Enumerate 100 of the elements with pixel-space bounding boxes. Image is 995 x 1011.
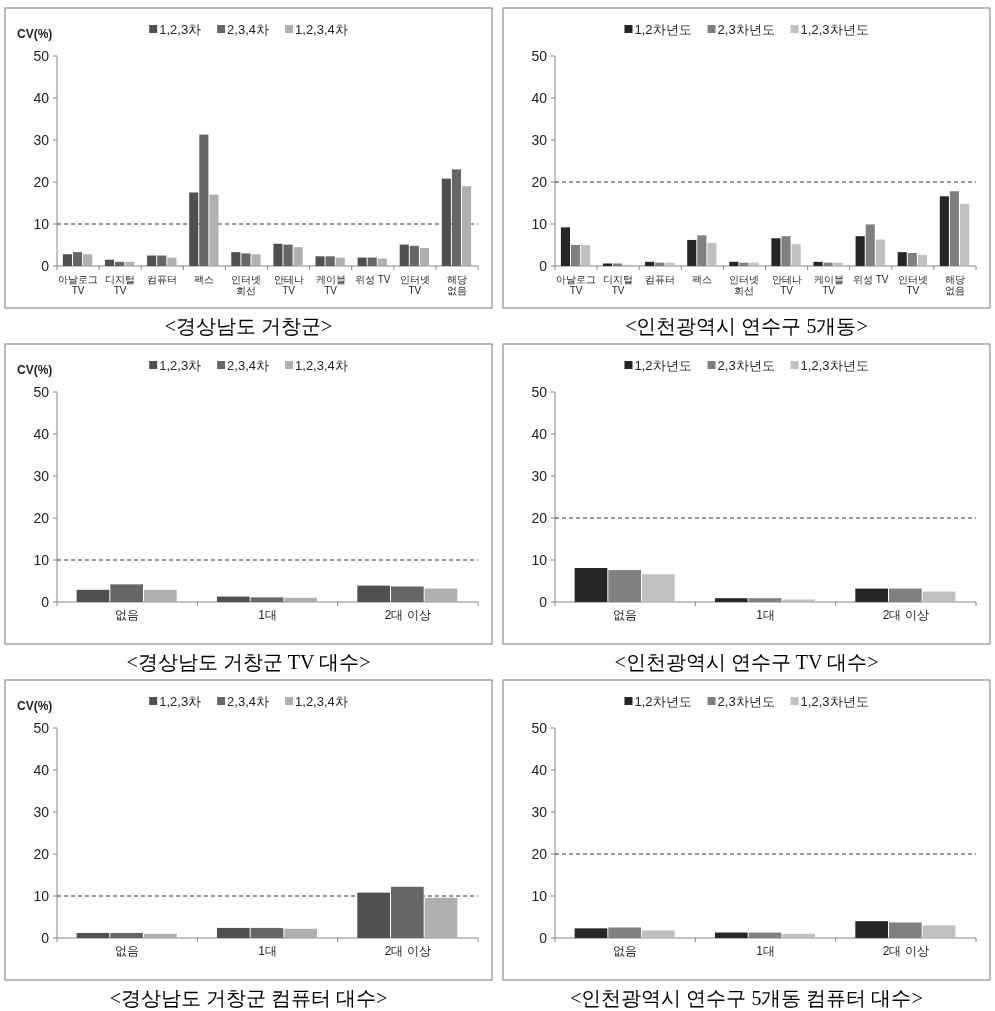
bar: [250, 927, 284, 938]
y-tick-label: 30: [33, 804, 50, 820]
y-tick-label: 20: [531, 510, 548, 526]
bar: [110, 932, 144, 938]
bar: [62, 254, 72, 266]
bar: [144, 933, 177, 938]
bar: [791, 244, 801, 266]
bar: [283, 244, 293, 266]
x-tick-label: 케이블TV: [813, 274, 844, 296]
bar: [771, 238, 781, 266]
text: <인천광역시 연수구 5개동>: [625, 315, 868, 337]
bar: [325, 256, 335, 266]
x-tick-label: 2대 이상: [882, 944, 929, 958]
y-tick-label: 0: [41, 258, 50, 274]
x-tick-label: 1대: [258, 608, 277, 622]
legend-label: 1,2차년도: [634, 22, 692, 37]
legend-label: 1,2,3차: [159, 694, 202, 709]
bar: [189, 192, 199, 266]
x-tick-label: 인터넷회선: [729, 274, 760, 296]
y-tick-label: 10: [531, 216, 548, 232]
x-tick-label: 컴퓨터: [645, 274, 676, 285]
bar: [729, 261, 739, 266]
x-tick-label: 케이블TV: [315, 274, 346, 296]
x-tick-label: 아날로그TV: [58, 274, 99, 296]
legend-label: 2,3,4차: [227, 694, 270, 709]
x-tick-label: 아날로그TV: [556, 274, 597, 296]
x-tick-label: 해당없음: [944, 274, 965, 296]
x-tick-label: 위성 TV: [354, 274, 391, 285]
bar: [357, 585, 390, 602]
bar: [284, 597, 318, 602]
x-tick-label: 팩스: [194, 274, 215, 285]
bar: [602, 263, 613, 266]
bar: [917, 255, 928, 266]
y-tick-label: 40: [531, 426, 548, 442]
x-tick-label: 없음: [613, 944, 638, 958]
x-tick-label: 2대 이상: [384, 944, 431, 958]
bar: [377, 258, 387, 266]
bar: [419, 247, 430, 266]
x-tick-label: 2대 이상: [882, 608, 929, 622]
text: <경상남도 거창군 컴퓨터 대수>: [109, 987, 388, 1009]
bar: [76, 932, 110, 938]
y-tick-label: 20: [531, 174, 548, 190]
y-tick-label: 40: [531, 762, 548, 778]
bar: [199, 134, 209, 266]
legend-label: 1,2,3,4차: [295, 358, 348, 373]
bar: [110, 584, 144, 602]
legend-label: 2,3차년도: [717, 358, 775, 373]
bar: [581, 245, 591, 266]
y-tick-label: 50: [33, 48, 50, 64]
bar: [390, 886, 424, 938]
bar: [960, 203, 970, 266]
bar: [125, 261, 135, 266]
legend-label: 2,3,4차: [227, 22, 270, 37]
y-tick-label: 50: [531, 48, 548, 64]
x-tick-label: 없음: [613, 608, 638, 622]
x-tick-label: 디지털TV: [603, 274, 634, 296]
bar: [441, 178, 451, 266]
legend-label: 1,2차년도: [634, 694, 692, 709]
bar: [216, 927, 250, 938]
bar: [357, 892, 390, 938]
y-tick-label: 30: [33, 468, 50, 484]
y-tick-label: 30: [531, 468, 548, 484]
y-tick-label: 40: [33, 90, 50, 106]
bar: [251, 254, 261, 266]
x-tick-label: 해당없음: [446, 274, 467, 296]
x-tick-label: 안테나TV: [771, 274, 802, 296]
y-tick-label: 0: [539, 594, 548, 610]
bar: [209, 194, 219, 266]
y-tick-label: 0: [41, 594, 50, 610]
bar: [293, 247, 303, 266]
bar: [315, 256, 325, 266]
bar: [115, 261, 125, 266]
bar: [157, 255, 167, 266]
y-axis-title: CV(%): [17, 699, 53, 713]
x-tick-label: 팩스: [692, 274, 713, 285]
bar: [782, 599, 816, 602]
bar: [167, 257, 177, 266]
x-tick-label: 인터넷TV: [897, 274, 928, 296]
y-tick-label: 30: [531, 132, 548, 148]
y-tick-label: 40: [33, 426, 50, 442]
bar: [83, 254, 93, 266]
x-tick-label: 1대: [756, 944, 775, 958]
x-tick-label: 컴퓨터: [147, 274, 178, 285]
bar: [707, 242, 717, 266]
legend-label: 2,3차년도: [717, 22, 775, 37]
x-tick-label: 안테나TV: [273, 274, 304, 296]
x-tick-label: 위성 TV: [852, 274, 889, 285]
x-tick-label: 없음: [115, 944, 140, 958]
bar: [813, 261, 823, 266]
legend-label: 1,2차년도: [634, 358, 692, 373]
bar: [939, 196, 949, 266]
y-tick-label: 50: [33, 384, 50, 400]
bar: [855, 588, 888, 602]
y-tick-label: 10: [33, 216, 50, 232]
x-tick-label: 인터넷회선: [231, 274, 262, 296]
y-tick-label: 0: [539, 930, 548, 946]
y-tick-label: 10: [33, 552, 50, 568]
bar: [231, 252, 241, 266]
y-tick-label: 50: [531, 384, 548, 400]
y-axis-title: CV(%): [17, 27, 53, 41]
